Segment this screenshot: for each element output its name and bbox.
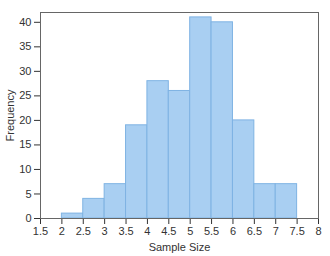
svg-text:5.5: 5.5 (204, 225, 219, 237)
svg-text:Sample Size: Sample Size (149, 241, 211, 253)
svg-text:2: 2 (59, 225, 65, 237)
svg-text:3.5: 3.5 (118, 225, 133, 237)
svg-text:30: 30 (19, 65, 31, 77)
svg-text:5: 5 (187, 225, 193, 237)
svg-text:25: 25 (19, 89, 31, 101)
svg-text:35: 35 (19, 40, 31, 52)
svg-text:0: 0 (25, 212, 31, 224)
svg-text:2.5: 2.5 (76, 225, 91, 237)
svg-text:7.5: 7.5 (289, 225, 304, 237)
svg-text:15: 15 (19, 138, 31, 150)
svg-text:10: 10 (19, 163, 31, 175)
svg-text:4.5: 4.5 (161, 225, 176, 237)
svg-text:6: 6 (230, 225, 236, 237)
svg-text:7: 7 (273, 225, 279, 237)
svg-text:4: 4 (144, 225, 150, 237)
svg-text:1.5: 1.5 (33, 225, 48, 237)
svg-text:Frequency: Frequency (4, 89, 16, 141)
svg-text:40: 40 (19, 16, 31, 28)
svg-text:5: 5 (25, 187, 31, 199)
svg-text:6.5: 6.5 (247, 225, 262, 237)
svg-text:3: 3 (102, 225, 108, 237)
svg-text:8: 8 (315, 225, 321, 237)
svg-text:20: 20 (19, 114, 31, 126)
